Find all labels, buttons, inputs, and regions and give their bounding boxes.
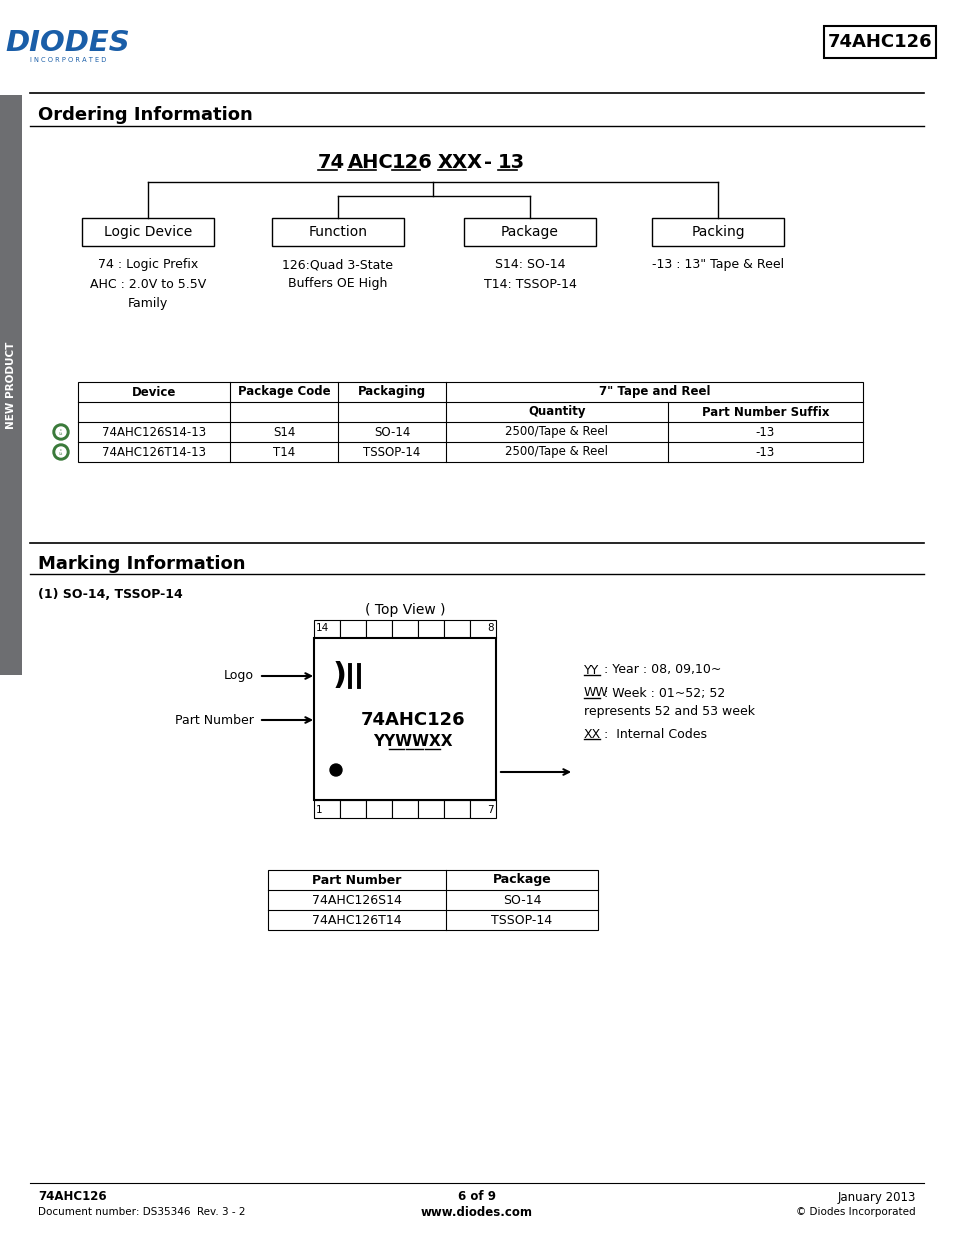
- Circle shape: [53, 445, 69, 459]
- Bar: [366, 620, 392, 638]
- Text: 126:Quad 3-State
Buffers OE High: 126:Quad 3-State Buffers OE High: [282, 258, 393, 290]
- Text: -: -: [483, 152, 492, 172]
- Text: -13: -13: [755, 426, 774, 438]
- Text: 2500/Tape & Reel: 2500/Tape & Reel: [505, 446, 608, 458]
- Text: Marking Information: Marking Information: [38, 555, 245, 573]
- Text: Part Number: Part Number: [312, 873, 401, 887]
- Text: 74AHC126: 74AHC126: [38, 1191, 107, 1203]
- Bar: [0, 95, 22, 676]
- Circle shape: [53, 424, 69, 440]
- Text: c
Us: c Us: [59, 427, 63, 436]
- Text: Part Number: Part Number: [175, 714, 253, 726]
- Text: -13: -13: [755, 446, 774, 458]
- Text: -13 : 13" Tape & Reel: -13 : 13" Tape & Reel: [651, 258, 783, 270]
- Bar: [470, 800, 496, 818]
- Text: 7" Tape and Reel: 7" Tape and Reel: [598, 385, 709, 399]
- Text: 7: 7: [487, 805, 494, 815]
- Text: 1: 1: [315, 805, 322, 815]
- Bar: [366, 800, 392, 818]
- Text: S14: SO-14
T14: TSSOP-14: S14: SO-14 T14: TSSOP-14: [483, 258, 576, 290]
- Text: Part Number Suffix: Part Number Suffix: [701, 405, 828, 419]
- Text: I N C O R P O R A T E D: I N C O R P O R A T E D: [30, 57, 106, 63]
- Text: TSSOP-14: TSSOP-14: [363, 446, 420, 458]
- Text: 74AHC126: 74AHC126: [827, 33, 931, 51]
- Text: : Week : 01~52; 52: : Week : 01~52; 52: [599, 687, 724, 699]
- Bar: [314, 620, 339, 638]
- Circle shape: [56, 427, 66, 437]
- Text: Package: Package: [500, 225, 558, 240]
- Bar: [392, 800, 417, 818]
- Text: YYWWXX: YYWWXX: [373, 735, 453, 750]
- Text: : Year : 08, 09,10~: : Year : 08, 09,10~: [599, 663, 720, 677]
- Bar: [651, 219, 783, 246]
- Text: 74AHC126S14-13: 74AHC126S14-13: [102, 426, 206, 438]
- Bar: [78, 382, 862, 462]
- Text: Package Code: Package Code: [237, 385, 330, 399]
- Text: 14: 14: [315, 622, 329, 634]
- Bar: [268, 869, 598, 930]
- Text: YY: YY: [583, 663, 598, 677]
- Text: Logo: Logo: [224, 669, 253, 683]
- Bar: [463, 219, 596, 246]
- Text: Package: Package: [492, 873, 551, 887]
- Text: © Diodes Incorporated: © Diodes Incorporated: [796, 1207, 915, 1216]
- Text: DIODES: DIODES: [6, 28, 131, 57]
- Text: T14: T14: [273, 446, 294, 458]
- Bar: [339, 620, 366, 638]
- Text: ): ): [333, 662, 347, 690]
- Bar: [392, 620, 417, 638]
- Text: 74AHC126T14-13: 74AHC126T14-13: [102, 446, 206, 458]
- Circle shape: [330, 764, 341, 776]
- Circle shape: [56, 447, 66, 457]
- Text: Ordering Information: Ordering Information: [38, 106, 253, 124]
- Text: NEW PRODUCT: NEW PRODUCT: [6, 341, 16, 429]
- Text: SO-14: SO-14: [502, 893, 540, 906]
- Text: (1) SO-14, TSSOP-14: (1) SO-14, TSSOP-14: [38, 589, 183, 601]
- Text: 13: 13: [497, 152, 524, 172]
- Text: 8: 8: [487, 622, 494, 634]
- Text: 74AHC126S14: 74AHC126S14: [312, 893, 401, 906]
- Text: 74AHC126T14: 74AHC126T14: [312, 914, 401, 926]
- Bar: [443, 800, 470, 818]
- Text: 74AHC126: 74AHC126: [360, 711, 465, 729]
- Text: Device: Device: [132, 385, 176, 399]
- Bar: [339, 800, 366, 818]
- Bar: [823, 26, 935, 58]
- Text: 126: 126: [392, 152, 433, 172]
- Text: WW: WW: [583, 687, 608, 699]
- Text: 2500/Tape & Reel: 2500/Tape & Reel: [505, 426, 608, 438]
- Bar: [314, 800, 339, 818]
- Text: Packaging: Packaging: [357, 385, 426, 399]
- Text: www.diodes.com: www.diodes.com: [420, 1205, 533, 1219]
- Text: XX: XX: [583, 727, 600, 741]
- Bar: [470, 620, 496, 638]
- Text: 74 : Logic Prefix
AHC : 2.0V to 5.5V
Family: 74 : Logic Prefix AHC : 2.0V to 5.5V Fam…: [90, 258, 206, 310]
- Text: Packing: Packing: [691, 225, 744, 240]
- Text: represents 52 and 53 week: represents 52 and 53 week: [583, 705, 754, 719]
- Text: Quantity: Quantity: [528, 405, 585, 419]
- Text: Function: Function: [308, 225, 367, 240]
- Text: c
Us: c Us: [59, 448, 63, 456]
- Bar: [443, 620, 470, 638]
- Text: SO-14: SO-14: [374, 426, 410, 438]
- Text: January 2013: January 2013: [837, 1191, 915, 1203]
- Text: Document number: DS35346  Rev. 3 - 2: Document number: DS35346 Rev. 3 - 2: [38, 1207, 245, 1216]
- Text: Logic Device: Logic Device: [104, 225, 192, 240]
- Text: S14: S14: [273, 426, 294, 438]
- Bar: [417, 800, 443, 818]
- Bar: [417, 620, 443, 638]
- Bar: [314, 638, 496, 800]
- Text: 6 of 9: 6 of 9: [457, 1191, 496, 1203]
- Text: AHC: AHC: [348, 152, 394, 172]
- Bar: [82, 219, 213, 246]
- Text: ( Top View ): ( Top View ): [364, 603, 445, 618]
- Text: XXX: XXX: [437, 152, 482, 172]
- Text: TSSOP-14: TSSOP-14: [491, 914, 552, 926]
- Text: 74: 74: [317, 152, 345, 172]
- Text: :  Internal Codes: : Internal Codes: [599, 727, 706, 741]
- Bar: [272, 219, 403, 246]
